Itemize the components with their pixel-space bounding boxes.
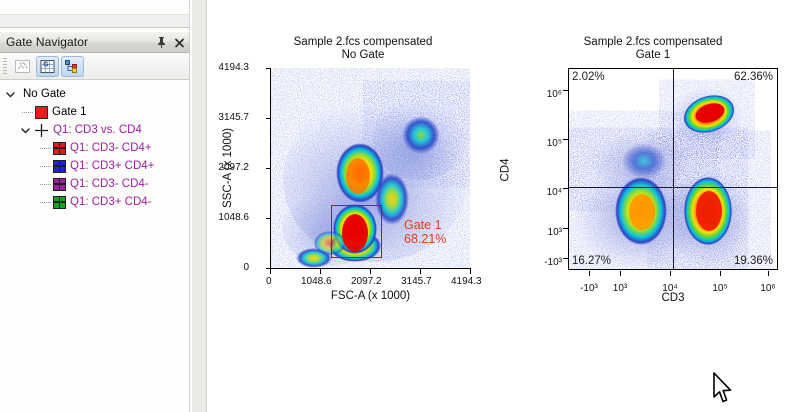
plot-2-xtick-0: -10³ bbox=[580, 283, 598, 294]
plot-2-xtick-2: 10⁴ bbox=[662, 283, 678, 294]
plot-1-ytick-2: 2097.2 bbox=[218, 162, 249, 173]
plot-1-xtick-2: 2097.2 bbox=[351, 276, 382, 287]
tree-item-label: Q1: CD3- CD4+ bbox=[70, 142, 152, 154]
quadrant-red-icon bbox=[53, 141, 66, 155]
plot-1-xtick-1: 1048.6 bbox=[301, 276, 332, 287]
quadrant-purple-icon bbox=[53, 177, 66, 191]
close-icon[interactable] bbox=[174, 36, 185, 49]
toolbar-drag-handle[interactable] bbox=[3, 57, 7, 75]
plot-2-ytick-0: -10³ bbox=[544, 257, 562, 268]
sidebar-top-strip bbox=[0, 0, 190, 38]
tree-item-label: Q1: CD3- CD4- bbox=[70, 178, 149, 190]
plot-2-ytick-2: 10⁴ bbox=[546, 187, 562, 198]
plot-2-xtick-3: 10⁵ bbox=[712, 283, 728, 294]
quadrant-green-icon bbox=[53, 195, 66, 209]
tree-connector bbox=[40, 147, 51, 149]
gate-1-rectangle[interactable] bbox=[331, 205, 382, 258]
pin-icon[interactable] bbox=[156, 36, 167, 49]
gate-navigator-panel: Gate Navigator bbox=[0, 32, 190, 412]
tree-item-q1-cd3pos-cd4pos[interactable]: Q1: CD3+ CD4+ bbox=[0, 157, 189, 175]
tree-item-label: No Gate bbox=[23, 88, 66, 100]
quadrant-bottom-right-percent: 19.36% bbox=[733, 255, 773, 267]
plot-2-ytick-3: 10⁵ bbox=[546, 138, 562, 149]
plot-1-title: Sample 2.fcs compensated bbox=[293, 36, 433, 48]
plot-2-ylabel: CD4 bbox=[499, 158, 512, 182]
plot-2-xlabel: CD3 bbox=[661, 292, 685, 304]
quadrant-horizontal-divider[interactable] bbox=[569, 187, 777, 188]
tree-item-q1-cd3neg-cd4neg[interactable]: Q1: CD3- CD4- bbox=[0, 175, 189, 193]
panel-title-label: Gate Navigator bbox=[6, 35, 89, 49]
tree-connector bbox=[40, 165, 51, 167]
plot-1-xtick-3: 3145.7 bbox=[401, 276, 432, 287]
chevron-down-icon[interactable] bbox=[4, 88, 17, 101]
plot-1-ylabel: SSC-A (x 1000) bbox=[222, 128, 234, 208]
tree-connector bbox=[22, 111, 33, 113]
plot-2-title: Sample 2.fcs compensated bbox=[583, 36, 723, 48]
plot-2-ytick-4: 10⁶ bbox=[546, 89, 562, 100]
plot-1-xlabel: FSC-A (x 1000) bbox=[330, 290, 411, 302]
plot-1-ytick-1: 1048.6 bbox=[218, 212, 249, 223]
tree-item-label: Q1: CD3 vs. CD4 bbox=[53, 124, 142, 136]
hierarchy-view-button[interactable] bbox=[61, 55, 84, 77]
mouse-pointer bbox=[713, 372, 735, 405]
plot-1-subtitle: No Gate bbox=[341, 49, 385, 61]
plot-2-ytick-1: 10³ bbox=[547, 227, 562, 238]
red-square-icon bbox=[35, 105, 48, 119]
grid-g-icon: G bbox=[40, 59, 55, 73]
plot-2-data-area[interactable]: 2.02% 62.36% 16.27% 19.36% bbox=[568, 68, 778, 270]
quadrant-top-left-percent: 2.02% bbox=[572, 71, 605, 83]
gate-1-percent: 68.21% bbox=[404, 232, 447, 246]
gate-1-annotation: Gate 1 68.21% bbox=[404, 218, 446, 246]
plot-1-ytick-3: 3145.7 bbox=[218, 112, 249, 123]
scatter-view-button[interactable] bbox=[11, 56, 34, 77]
gate-view-button[interactable]: G bbox=[36, 55, 59, 77]
plot-no-gate[interactable]: Sample 2.fcs compensated No Gate bbox=[228, 36, 498, 62]
scatter-plot-icon bbox=[15, 59, 30, 73]
tree-connector bbox=[40, 183, 51, 185]
plot-1-data-area[interactable] bbox=[270, 68, 470, 268]
tree-item-label: Q1: CD3+ CD4+ bbox=[70, 160, 155, 172]
panel-splitter[interactable] bbox=[191, 0, 207, 412]
plot-1-ytick-4: 4194.3 bbox=[218, 62, 249, 73]
gate-tree: No Gate Gate 1 Q bbox=[0, 80, 189, 211]
tree-item-label: Gate 1 bbox=[52, 106, 87, 118]
panel-titlebar: Gate Navigator bbox=[0, 32, 189, 53]
quadrant-top-right-percent: 62.36% bbox=[733, 71, 773, 83]
tree-item-no-gate[interactable]: No Gate bbox=[0, 85, 189, 103]
plot-2-xtick-1: 10³ bbox=[612, 283, 628, 294]
plot-2-xtick-4: 10⁶ bbox=[760, 283, 776, 294]
chevron-down-icon[interactable] bbox=[19, 124, 32, 137]
plot-gate-1[interactable]: Sample 2.fcs compensated Gate 1 bbox=[518, 36, 788, 62]
plot-2-subtitle: Gate 1 bbox=[635, 49, 671, 61]
tree-item-q1-cd3-vs-cd4[interactable]: Q1: CD3 vs. CD4 bbox=[0, 121, 189, 139]
horizontal-scrollbar[interactable] bbox=[0, 14, 189, 38]
plot-1-x-axis bbox=[270, 268, 471, 269]
panel-toolbar: G bbox=[0, 53, 189, 80]
plot-1-xtick-0: 0 bbox=[266, 276, 272, 287]
svg-text:G: G bbox=[43, 61, 49, 68]
quadrant-vertical-divider[interactable] bbox=[673, 69, 674, 269]
gate-1-label: Gate 1 bbox=[404, 218, 442, 232]
tree-item-q1-cd3pos-cd4neg[interactable]: Q1: CD3+ CD4- bbox=[0, 193, 189, 211]
plot-canvas: Sample 2.fcs compensated No Gate bbox=[208, 0, 796, 412]
tree-item-q1-cd3neg-cd4pos[interactable]: Q1: CD3- CD4+ bbox=[0, 139, 189, 157]
tree-hierarchy-icon bbox=[65, 59, 77, 73]
plot-1-xtick-4: 4194.3 bbox=[451, 276, 482, 287]
tree-item-label: Q1: CD3+ CD4- bbox=[70, 196, 152, 208]
quadrant-bottom-left-percent: 16.27% bbox=[572, 255, 612, 267]
tree-connector bbox=[40, 201, 51, 203]
plot-1-ytick-0: 0 bbox=[243, 262, 249, 273]
tree-item-gate-1[interactable]: Gate 1 bbox=[0, 103, 189, 121]
quadrant-cross-icon bbox=[34, 123, 49, 138]
quadrant-blue-icon bbox=[53, 159, 66, 173]
